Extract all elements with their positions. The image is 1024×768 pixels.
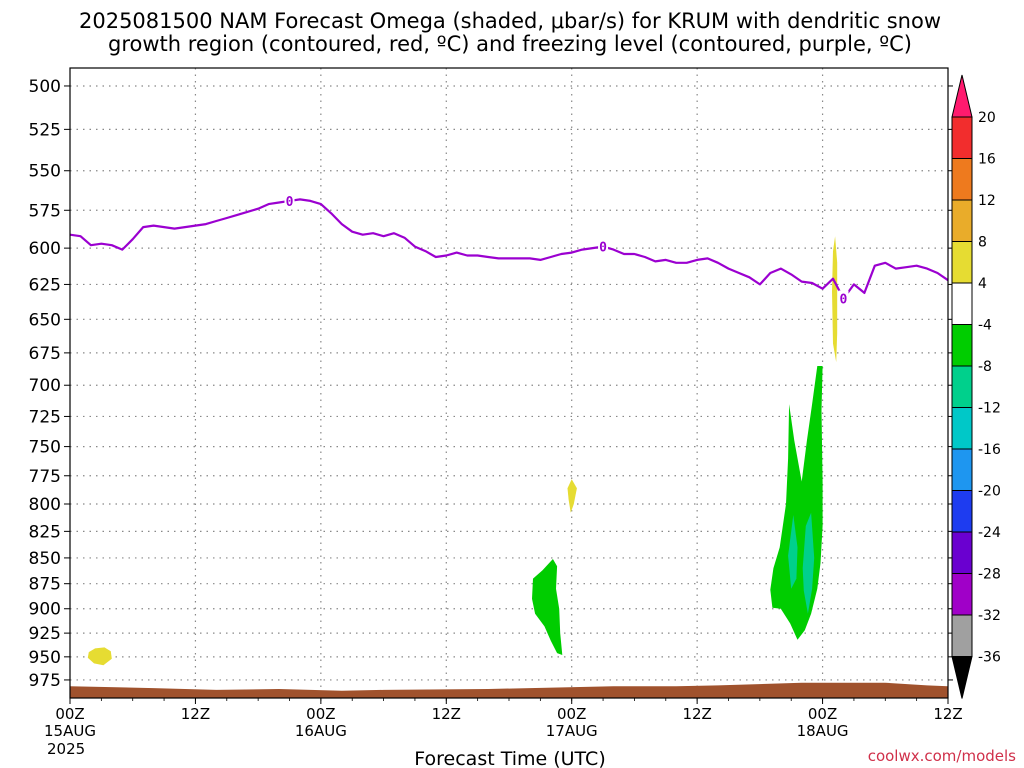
y-tick-label: 875	[29, 575, 61, 595]
y-tick-label: 850	[29, 549, 61, 569]
freezing-level-label: 0	[286, 195, 294, 210]
colorbar-label: -20	[978, 484, 1001, 500]
y-axis-ticks: 500 525 550 575 600 625 650 675 700 725 750 775 800 8…	[29, 77, 953, 691]
omega-region	[567, 479, 577, 513]
colorbar-label: -24	[978, 525, 1001, 541]
x-tick-date-label: 18AUG	[797, 722, 849, 740]
y-tick-label: 725	[29, 407, 61, 427]
omega-region	[770, 366, 823, 640]
x-tick-label: 12Z	[682, 705, 711, 723]
omega-region	[87, 647, 112, 666]
colorbar-segment	[951, 448, 973, 491]
x-axis-label: Forecast Time (UTC)	[414, 748, 605, 768]
y-tick-label: 625	[29, 275, 61, 295]
colorbar-segment	[951, 116, 973, 159]
y-tick-label: 550	[29, 162, 61, 182]
colorbar-cap-top	[951, 74, 973, 118]
colorbar-label: -36	[978, 650, 1001, 666]
contour-label-bg	[598, 238, 609, 254]
freezing-level-line	[69, 198, 949, 300]
colorbar-label: 8	[978, 235, 987, 251]
colorbar-label: -28	[978, 567, 1001, 583]
y-tick-label: 500	[29, 77, 61, 97]
freezing-level-label: 0	[840, 293, 848, 308]
y-tick-label: 675	[29, 344, 61, 364]
colorbar-label: -8	[978, 359, 992, 375]
x-tick-label: 12Z	[432, 705, 461, 723]
chart-title-line-2: growth region (contoured, red, ºC) and f…	[108, 32, 912, 56]
colorbar-segment	[951, 490, 973, 533]
colorbar-label: 12	[978, 193, 996, 209]
colorbar-label: 16	[978, 152, 996, 168]
source-credit[interactable]: coolwx.com/models	[868, 747, 1016, 765]
x-tick-label: 00Z	[55, 705, 84, 723]
colorbar-segment	[951, 199, 973, 242]
colorbar-segment	[951, 531, 973, 574]
colorbar-label: 20	[978, 110, 996, 126]
y-tick-label: 925	[29, 624, 61, 644]
omega-region	[788, 515, 798, 589]
contour-label-bg	[284, 192, 295, 208]
omega-colorbar: 20 16 12 8 4 -4 -8 -12 -16 -20 -24 -28 -32 -36	[951, 74, 1001, 699]
colorbar-label: -16	[978, 442, 1001, 458]
x-tick-year-label: 2025	[47, 740, 85, 758]
terrain-fill	[70, 682, 948, 698]
y-tick-label: 600	[29, 239, 61, 259]
y-tick-label: 900	[29, 600, 61, 620]
y-tick-label: 975	[29, 671, 61, 691]
chart-title-line-1: 2025081500 NAM Forecast Omega (shaded, μ…	[79, 9, 941, 33]
y-tick-label: 800	[29, 495, 61, 515]
y-tick-label: 650	[29, 310, 61, 330]
y-tick-label: 525	[29, 120, 61, 140]
contour-label-bg	[838, 290, 849, 306]
colorbar-segment	[951, 614, 973, 657]
colorbar-label: -4	[978, 318, 992, 334]
y-tick-label: 575	[29, 201, 61, 221]
colorbar-segment	[951, 241, 973, 284]
y-tick-label: 825	[29, 522, 61, 542]
omega-region	[532, 559, 563, 655]
x-tick-label: 00Z	[808, 705, 837, 723]
x-tick-label: 00Z	[306, 705, 335, 723]
terrain-area	[70, 682, 948, 698]
omega-region	[802, 512, 815, 614]
colorbar-label: -12	[978, 401, 1001, 417]
omega-region	[832, 236, 838, 363]
grid-lines	[70, 68, 948, 698]
colorbar-label: 4	[978, 276, 987, 292]
colorbar-segment	[951, 158, 973, 201]
freezing-level-layer: 0 0 0	[69, 192, 949, 308]
x-tick-date-label: 15AUG	[44, 722, 96, 740]
y-tick-label: 750	[29, 438, 61, 458]
x-tick-label: 12Z	[181, 705, 210, 723]
freezing-level-label: 0	[599, 241, 607, 256]
omega-shading	[87, 236, 838, 666]
colorbar-cap-bottom	[951, 656, 973, 699]
y-tick-label: 950	[29, 648, 61, 668]
x-tick-label: 00Z	[557, 705, 586, 723]
colorbar-segment	[951, 365, 973, 408]
colorbar-segment	[951, 407, 973, 450]
y-tick-label: 700	[29, 376, 61, 396]
colorbar-segment	[951, 573, 973, 616]
y-tick-label: 775	[29, 467, 61, 487]
colorbar-label: -32	[978, 608, 1001, 624]
x-tick-date-label: 16AUG	[295, 722, 347, 740]
colorbar-segment	[951, 282, 973, 325]
x-tick-date-label: 17AUG	[546, 722, 598, 740]
colorbar-segment	[951, 324, 973, 367]
x-tick-label: 12Z	[933, 705, 962, 723]
